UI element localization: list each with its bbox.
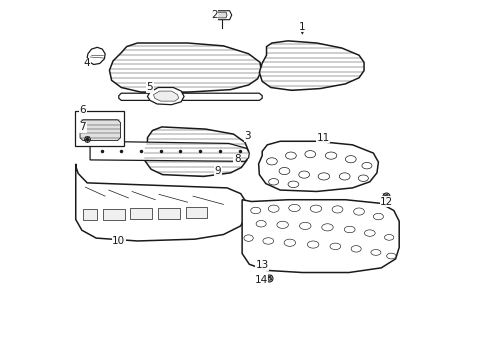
Ellipse shape <box>263 238 274 244</box>
Ellipse shape <box>344 226 355 233</box>
Polygon shape <box>130 208 152 220</box>
Ellipse shape <box>288 181 299 188</box>
Text: 8: 8 <box>234 154 241 164</box>
Text: 3: 3 <box>245 131 251 141</box>
Bar <box>74 111 124 146</box>
Ellipse shape <box>286 152 296 159</box>
Polygon shape <box>76 164 245 241</box>
Polygon shape <box>83 210 97 220</box>
Ellipse shape <box>332 206 343 213</box>
Polygon shape <box>212 11 232 20</box>
Ellipse shape <box>358 175 368 181</box>
Polygon shape <box>186 207 207 219</box>
Ellipse shape <box>299 171 310 178</box>
Ellipse shape <box>305 150 316 158</box>
Ellipse shape <box>279 167 290 175</box>
Text: 12: 12 <box>380 197 393 207</box>
Polygon shape <box>119 93 262 100</box>
Text: 10: 10 <box>112 236 125 246</box>
Ellipse shape <box>322 224 333 231</box>
Ellipse shape <box>387 253 396 259</box>
Ellipse shape <box>269 205 279 212</box>
Text: 14: 14 <box>254 275 268 285</box>
Ellipse shape <box>267 158 277 165</box>
Ellipse shape <box>330 243 341 249</box>
Polygon shape <box>158 208 180 220</box>
Ellipse shape <box>284 239 295 246</box>
Ellipse shape <box>365 230 375 236</box>
Polygon shape <box>109 43 261 92</box>
Ellipse shape <box>339 173 350 180</box>
Ellipse shape <box>269 179 279 185</box>
Text: 7: 7 <box>79 122 86 132</box>
Text: 6: 6 <box>79 105 86 115</box>
Text: 5: 5 <box>147 82 153 93</box>
Ellipse shape <box>277 221 289 228</box>
Text: 9: 9 <box>215 166 221 176</box>
Ellipse shape <box>251 207 261 214</box>
Polygon shape <box>216 12 227 18</box>
Text: 1: 1 <box>299 22 306 32</box>
Polygon shape <box>90 141 249 161</box>
Polygon shape <box>259 41 364 90</box>
Ellipse shape <box>345 156 356 163</box>
Ellipse shape <box>385 234 394 240</box>
Text: 2: 2 <box>211 10 218 20</box>
Ellipse shape <box>371 249 381 255</box>
Ellipse shape <box>244 235 253 241</box>
Ellipse shape <box>373 213 383 220</box>
Polygon shape <box>87 47 105 64</box>
Text: 13: 13 <box>256 260 269 270</box>
Ellipse shape <box>256 221 266 227</box>
Ellipse shape <box>307 241 319 248</box>
Ellipse shape <box>325 152 337 159</box>
Ellipse shape <box>318 173 330 180</box>
Polygon shape <box>147 87 184 105</box>
Polygon shape <box>144 127 248 176</box>
Ellipse shape <box>289 204 300 212</box>
Polygon shape <box>153 91 179 101</box>
Polygon shape <box>103 209 125 220</box>
Text: 11: 11 <box>317 133 330 143</box>
Polygon shape <box>259 141 378 192</box>
Ellipse shape <box>351 246 361 252</box>
Ellipse shape <box>354 208 365 215</box>
Ellipse shape <box>299 222 311 229</box>
Polygon shape <box>80 120 121 140</box>
Ellipse shape <box>362 162 372 169</box>
Ellipse shape <box>310 205 322 212</box>
Text: 4: 4 <box>84 58 91 68</box>
Polygon shape <box>242 200 399 273</box>
